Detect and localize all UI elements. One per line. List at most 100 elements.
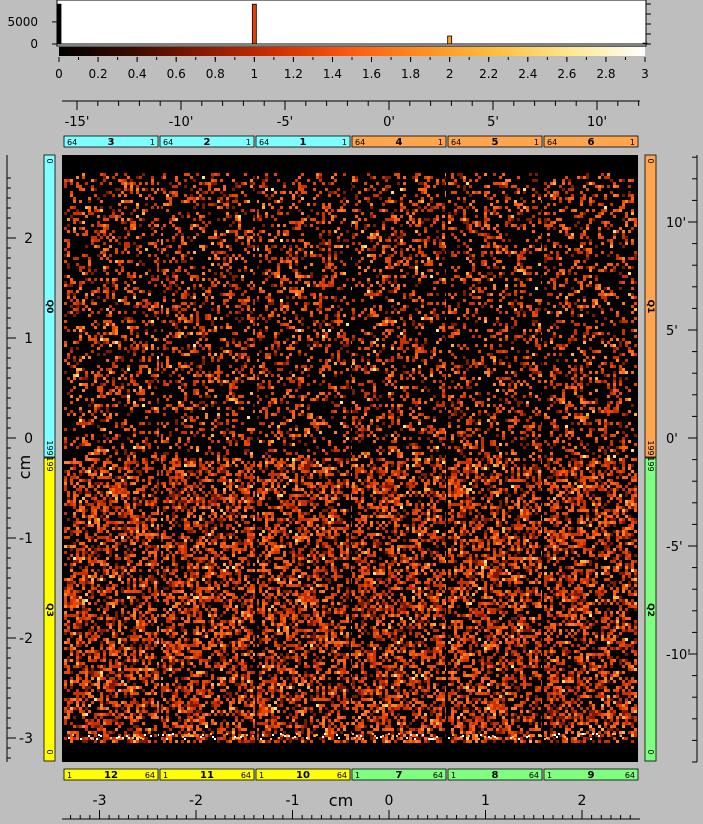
module-10: 1 10 64 [255, 768, 351, 781]
detector-pixels [64, 173, 637, 743]
module-box [159, 768, 255, 781]
histogram-x-tick-label: 1.4 [323, 67, 342, 81]
histogram-x-tick-label: 0.2 [89, 67, 108, 81]
cm-left-tick-label: 0 [24, 431, 33, 447]
histogram-y-tick-label: 5000 [7, 15, 38, 29]
module-number: 1 [300, 137, 307, 148]
module-number: 8 [492, 770, 499, 781]
quadrant-q2: 199 Q2 0 [644, 456, 657, 762]
module-seam [349, 173, 351, 743]
module-box [543, 135, 639, 148]
module-right-index: 64 [337, 771, 347, 780]
histogram-x-tick-label: 1.8 [401, 67, 420, 81]
histogram-x-tick-label: 1.6 [362, 67, 381, 81]
quadrant-label: Q2 [645, 603, 655, 617]
module-number: 11 [200, 770, 214, 781]
module-right-index: 1 [342, 138, 347, 147]
histogram-colorbar [59, 47, 645, 56]
module-seam [542, 173, 544, 743]
module-number: 10 [296, 770, 310, 781]
cm-bottom-tick-label: 2 [578, 793, 587, 809]
arcmin-right-tick-label: 5' [666, 324, 678, 339]
quadrant-box [644, 154, 657, 458]
module-left-index: 64 [67, 138, 77, 147]
arcmin-top-tick-label: -5' [277, 115, 294, 130]
quadrant-box [43, 457, 56, 762]
histogram-x-tick-label: 0.6 [167, 67, 186, 81]
quadrant-bottom-index: 0 [646, 749, 655, 754]
cm-bottom-tick-label: -2 [189, 793, 203, 809]
module-left-index: 1 [163, 771, 168, 780]
quadrant-q1: 0 Q1 199 [644, 154, 657, 458]
module-number: 4 [396, 137, 403, 148]
module-bar-bottom: 1 12 64 1 11 64 1 10 64 1 7 64 1 8 64 1 9 64 [63, 768, 639, 781]
module-number: 3 [108, 137, 115, 148]
module-bar-top: 64 3 1 64 2 1 64 1 1 64 4 1 64 5 1 64 6 1 [63, 135, 639, 148]
module-6: 64 6 1 [543, 135, 639, 148]
arcmin-right-tick-label: -10' [666, 648, 691, 663]
arcmin-right-tick-label: 0' [666, 432, 678, 447]
module-4: 64 4 1 [351, 135, 447, 148]
arcmin-top-tick-label: 5' [487, 115, 499, 130]
histogram-x-tick-label: 2.6 [557, 67, 576, 81]
module-right-index: 64 [529, 771, 539, 780]
histogram-panel: 5000 0 0 0.2 0.4 0.6 0.8 1 1.2 1.4 1.6 1.8 2 2.2 2.4 2… [7, 0, 651, 81]
histogram-x-axis: 0 0.2 0.4 0.6 0.8 1 1.2 1.4 1.6 1.8 2 2.2 2.4 2.6 2.8 3 [55, 57, 649, 81]
module-2: 64 2 1 [159, 135, 255, 148]
quadrant-bottom-index: 0 [45, 749, 54, 754]
quadrant-label: Q0 [44, 300, 54, 314]
module-right-index: 64 [625, 771, 635, 780]
module-seam [446, 173, 448, 743]
module-box [351, 135, 447, 148]
cm-axis-left: 2 1 0 -1 -2 -3 cm [6, 155, 34, 762]
module-box [159, 135, 255, 148]
module-5: 64 5 1 [447, 135, 543, 148]
module-number: 5 [492, 137, 499, 148]
module-right-index: 1 [438, 138, 443, 147]
histogram-bar [56, 3, 62, 45]
module-3: 64 3 1 [63, 135, 159, 148]
module-1: 64 1 1 [255, 135, 351, 148]
arcmin-top-tick-label: -10' [169, 115, 194, 130]
module-box [543, 768, 639, 781]
quadrant-q0: 0 Q0 199 [43, 154, 56, 458]
cm-bottom-tick-label: 0 [385, 793, 394, 809]
module-right-index: 1 [534, 138, 539, 147]
detector-image [62, 155, 638, 762]
cm-left-tick-label: -2 [19, 631, 33, 647]
module-left-index: 64 [355, 138, 365, 147]
quadrant-top-index: 199 [646, 456, 655, 471]
module-left-index: 64 [451, 138, 461, 147]
module-right-index: 1 [246, 138, 251, 147]
module-number: 2 [204, 137, 211, 148]
module-left-index: 64 [259, 138, 269, 147]
quadrant-label: Q3 [44, 603, 54, 617]
quadrant-box [43, 154, 56, 458]
module-left-index: 1 [547, 771, 552, 780]
cm-left-title: cm [15, 455, 34, 479]
histogram-x-tick-label: 2 [446, 67, 454, 81]
quadrant-top-index: 199 [45, 456, 54, 471]
cm-bottom-tick-label: -3 [93, 793, 107, 809]
quadrant-top-index: 0 [646, 158, 655, 163]
module-box [255, 768, 351, 781]
module-left-index: 1 [67, 771, 72, 780]
module-left-index: 64 [163, 138, 173, 147]
histogram-y-tick-label: 0 [30, 37, 38, 51]
module-9: 1 9 64 [543, 768, 639, 781]
histogram-plot-area [56, 0, 647, 47]
quadrant-top-index: 0 [45, 158, 54, 163]
cm-left-tick-label: 1 [24, 331, 33, 347]
module-seam [255, 173, 257, 743]
module-seam [159, 173, 161, 743]
module-12: 1 12 64 [63, 768, 159, 781]
histogram-bars [56, 3, 648, 45]
arcmin-axis-top: -15' -10' -5' 0' 5' 10' [62, 100, 640, 130]
module-box [447, 135, 543, 148]
cm-bottom-tick-label: -1 [286, 793, 300, 809]
cm-left-tick-label: -3 [19, 731, 33, 747]
module-7: 1 7 64 [351, 768, 447, 781]
module-8: 1 8 64 [447, 768, 543, 781]
